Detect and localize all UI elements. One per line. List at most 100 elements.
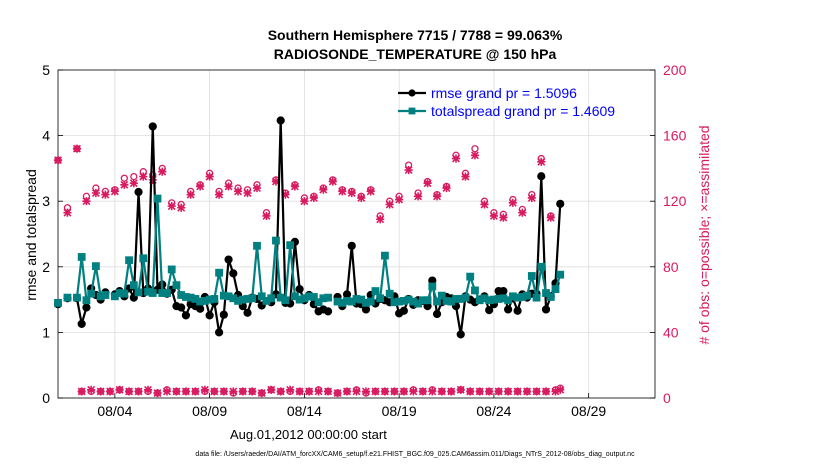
obs-assimilated-point: [504, 387, 513, 396]
x-tick-label: 08/14: [287, 403, 322, 419]
totalspread-point: [314, 298, 323, 307]
obs-assimilated-point: [475, 387, 484, 396]
totalspread-point: [54, 298, 62, 307]
obs-assimilated-point: [347, 188, 356, 198]
obs-assimilated-point: [404, 165, 413, 175]
totalspread-point: [120, 289, 129, 298]
obs-assimilated-point: [134, 387, 143, 396]
obs-assimilated-point: [371, 387, 380, 396]
obs-assimilated-point: [224, 182, 233, 191]
obs-assimilated-point: [328, 177, 337, 186]
rmse-point: [77, 319, 86, 328]
obs-assimilated-point: [414, 192, 423, 201]
obs-assimilated-point: [186, 190, 195, 199]
obs-assimilated-point: [200, 385, 209, 394]
rmse-point: [361, 305, 371, 314]
obs-assimilated-point: [139, 172, 148, 181]
obs-assimilated-point: [233, 187, 243, 196]
obs-assimilated-point: [366, 187, 375, 196]
totalspread-point: [423, 296, 432, 305]
right-axis: 0 40 80 120 160 200: [650, 62, 687, 406]
totalspread-point: [532, 293, 541, 302]
y-tick-label: 1: [42, 324, 50, 340]
obs-assimilated-point: [418, 387, 427, 396]
totalspread-point: [87, 289, 96, 298]
obs-assimilated-point: [357, 193, 366, 202]
obs-assimilated-point: [342, 387, 352, 396]
obs-assimilated-point: [252, 184, 262, 193]
totalspread-point: [257, 292, 266, 301]
obs-assimilated-point: [551, 387, 560, 396]
x-tick-label: 08/24: [476, 403, 511, 419]
obs-assimilated-point: [494, 387, 503, 396]
totalspread-point: [210, 295, 219, 303]
y2-tick-label: 120: [663, 193, 687, 209]
legend-label: rmse grand pr = 1.5096: [431, 85, 577, 101]
obs-assimilated-point: [120, 180, 129, 189]
totalspread-point: [471, 286, 479, 295]
obs-assimilated-point: [489, 211, 498, 221]
totalspread-point: [385, 289, 394, 298]
obs-assimilated-point: [96, 387, 105, 396]
chart-subtitle: RADIOSONDE_TEMPERATURE @ 150 hPa: [273, 46, 557, 62]
obs-assimilated-point: [148, 175, 157, 184]
obs-assimilated-point: [485, 387, 494, 396]
rmse-point: [214, 328, 224, 337]
obs-assimilated-point: [470, 151, 480, 160]
obs-assimilated-point: [215, 190, 224, 199]
rmse-point: [82, 303, 91, 312]
obs-assimilated-point: [546, 213, 555, 222]
y-axis-label: rmse and totalspread: [23, 169, 39, 301]
totalspread-point: [267, 294, 276, 303]
obs-possible-point: [120, 174, 128, 182]
obs-assimilated-point: [537, 157, 546, 166]
obs-assimilated-point: [480, 200, 489, 209]
obs-assimilated-point: [205, 172, 214, 181]
totalspread-point: [167, 265, 176, 274]
obs-assimilated-point: [395, 195, 404, 204]
legend-swatch-marker: [408, 107, 416, 115]
totalspread-point: [248, 294, 257, 303]
rmse-point: [513, 306, 522, 315]
obs-assimilated-point: [309, 193, 318, 202]
rmse-point: [148, 122, 157, 131]
obs-assimilated-point: [267, 385, 276, 394]
y-tick-label: 0: [42, 390, 50, 406]
y2-tick-label: 0: [663, 390, 671, 406]
totalspread-point: [556, 270, 565, 279]
obs-assimilated-point: [181, 387, 191, 396]
rmse-point: [229, 269, 238, 278]
obs-assimilated-point: [556, 385, 565, 394]
obs-assimilated-point: [428, 387, 437, 396]
totalspread-point: [537, 262, 546, 271]
obs-assimilated-point: [248, 387, 257, 396]
obs-assimilated-point: [300, 197, 309, 206]
totalspread-point: [523, 291, 531, 300]
obs-assimilated-point: [53, 156, 63, 165]
obs-assimilated-point: [456, 385, 465, 394]
totalspread-point: [153, 194, 162, 203]
rmse-point: [323, 307, 333, 316]
chart-title: Southern Hemisphere 7715 / 7788 = 99.063…: [267, 27, 563, 43]
rmse-point: [347, 241, 356, 250]
y-tick-label: 3: [42, 193, 50, 209]
obs-assimilated-point: [143, 385, 153, 394]
rmse-point: [499, 286, 508, 296]
obs-assimilated-point: [522, 387, 532, 396]
obs-assimilated-point: [314, 387, 323, 396]
obs-assimilated-point: [447, 387, 456, 396]
obs-assimilated-point: [219, 387, 228, 396]
totalspread-point: [381, 251, 389, 260]
obs-assimilated-point: [276, 387, 285, 396]
rmse-point: [342, 290, 352, 299]
totalspread-point: [433, 297, 441, 306]
obs-assimilated-point: [191, 387, 200, 396]
legend-swatch-marker: [408, 89, 416, 97]
obs-assimilated-point: [380, 387, 390, 396]
obs-assimilated-point: [333, 389, 342, 398]
totalspread-point: [286, 241, 295, 250]
left-axis: 0 1 2 3 4 5: [42, 62, 63, 406]
obs-assimilated-point: [295, 387, 304, 396]
totalspread-point: [309, 293, 318, 301]
